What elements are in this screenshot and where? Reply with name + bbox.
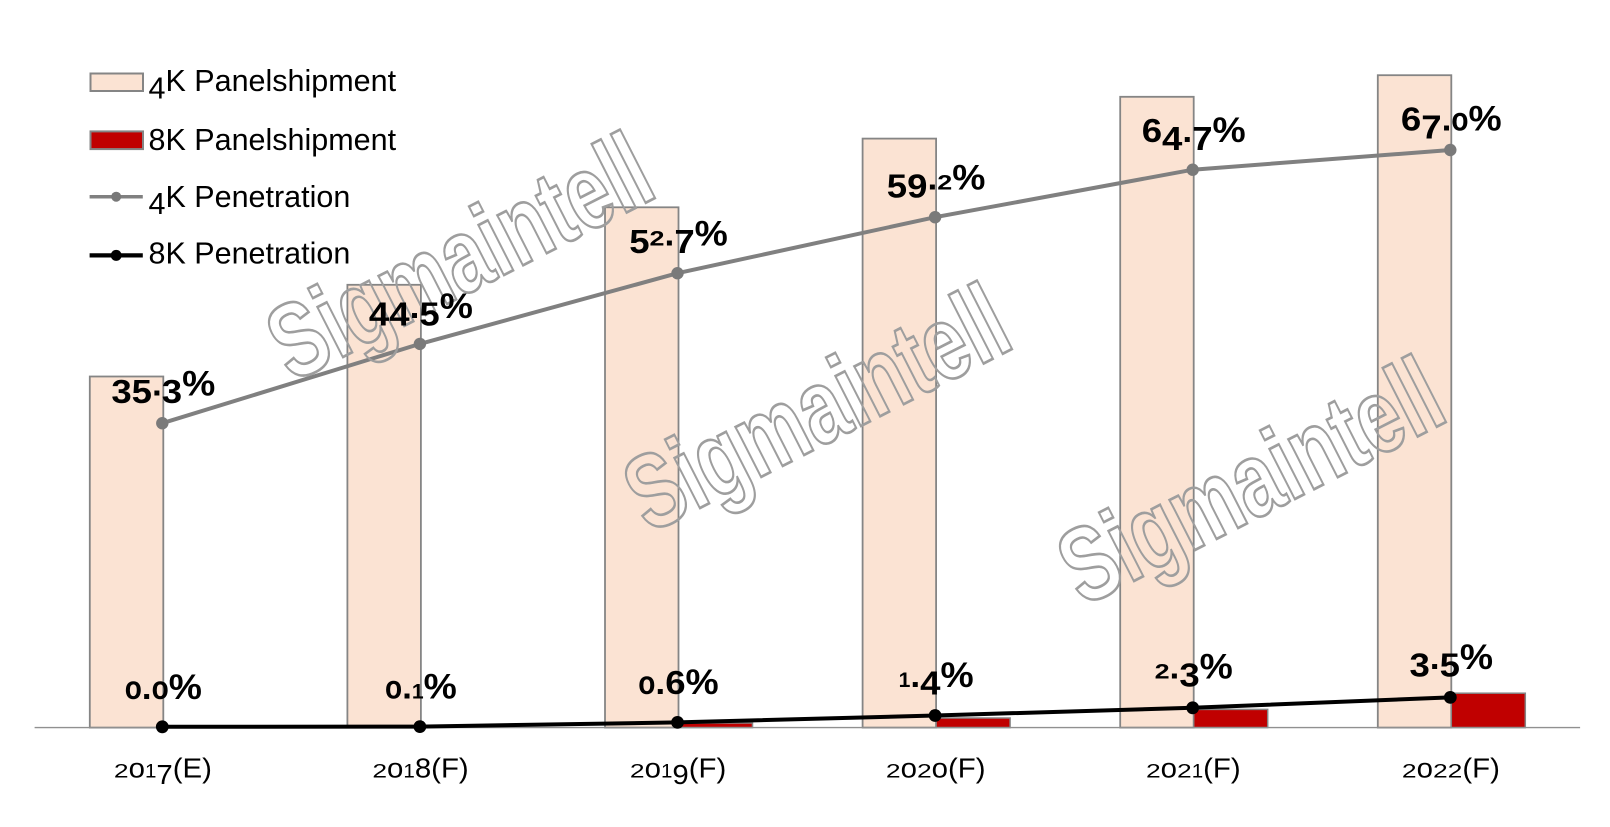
svg-text:67.o%: 67.o% (1401, 99, 1502, 146)
svg-text:2o18(F): 2o18(F) (372, 753, 468, 784)
svg-text:o.6%: o.6% (638, 662, 718, 702)
svg-text:52.7%: 52.7% (629, 213, 728, 260)
svg-text:1.4%: 1.4% (899, 655, 974, 702)
svg-text:44.5%: 44.5% (369, 286, 473, 333)
svg-text:35.3%: 35.3% (111, 363, 215, 410)
svg-text:64.7%: 64.7% (1142, 110, 1246, 157)
svg-text:2o22(F): 2o22(F) (1402, 753, 1500, 784)
svg-text:59.2%: 59.2% (887, 158, 986, 205)
svg-text:2o2o(F): 2o2o(F) (886, 753, 986, 784)
svg-text:8K Panelshipment: 8K Panelshipment (149, 123, 397, 157)
svg-text:8K Penetration: 8K Penetration (149, 237, 351, 271)
svg-text:3.5%: 3.5% (1409, 637, 1493, 684)
svg-text:o.o%: o.o% (125, 667, 202, 707)
